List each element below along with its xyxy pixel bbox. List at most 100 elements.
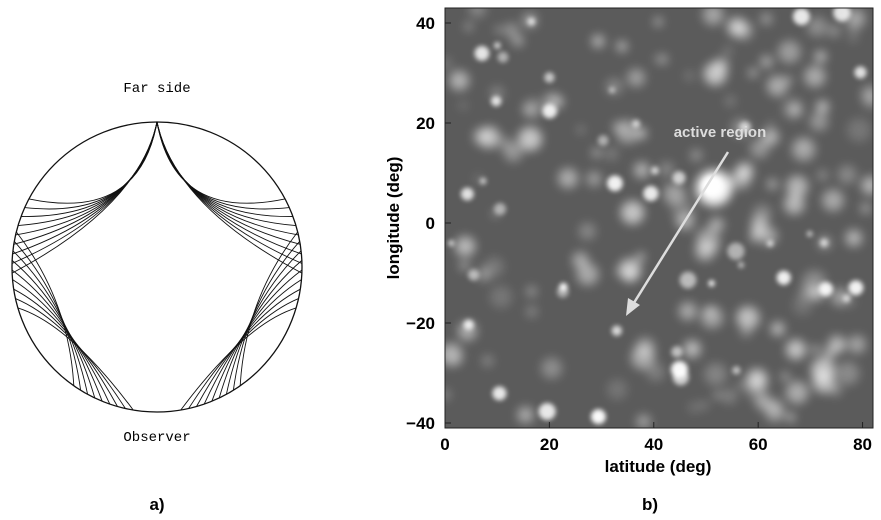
texture <box>827 24 841 38</box>
texture <box>804 65 826 88</box>
texture <box>445 56 453 70</box>
texture <box>761 128 780 146</box>
texture <box>605 147 619 161</box>
ray-diagram: Far side Observer a) <box>11 81 303 514</box>
texture <box>784 193 805 215</box>
texture <box>738 261 745 269</box>
texture <box>860 202 872 214</box>
texture <box>493 42 501 49</box>
texture <box>732 366 741 375</box>
ray <box>11 121 158 264</box>
texture <box>636 414 651 428</box>
texture <box>484 257 504 277</box>
texture <box>806 230 813 237</box>
texture <box>494 202 507 216</box>
caption-b: b) <box>642 495 658 514</box>
texture <box>849 28 858 36</box>
texture <box>748 68 758 78</box>
texture <box>578 222 596 240</box>
texture <box>760 55 773 68</box>
plot-frame <box>444 7 874 429</box>
texture <box>833 8 851 22</box>
texture <box>497 51 509 63</box>
texture <box>526 306 538 318</box>
texture <box>605 78 623 96</box>
ray <box>180 307 297 411</box>
texture <box>786 175 809 198</box>
texture <box>663 183 686 205</box>
ray <box>156 121 286 204</box>
texture <box>517 406 534 423</box>
texture <box>512 35 524 47</box>
texture <box>847 118 871 143</box>
ray <box>232 241 301 391</box>
texture <box>489 285 513 308</box>
texture <box>727 17 747 37</box>
arrow-head <box>626 298 640 316</box>
ray <box>21 121 158 217</box>
ray <box>11 121 158 274</box>
x-tick-label: 60 <box>749 435 768 454</box>
texture <box>778 40 801 64</box>
y-tick-label: 40 <box>416 14 435 33</box>
ray <box>239 231 299 386</box>
texture <box>823 347 836 360</box>
texture <box>767 178 778 190</box>
far-side-label: Far side <box>123 81 190 97</box>
texture <box>449 70 470 91</box>
texture <box>814 50 827 63</box>
texture <box>707 239 722 254</box>
ray <box>156 121 293 217</box>
texture <box>659 161 675 177</box>
texture <box>786 339 806 360</box>
texture <box>861 176 873 195</box>
texture <box>455 236 476 257</box>
texture <box>705 306 715 316</box>
caption-a: a) <box>149 495 164 514</box>
observer-label: Observer <box>123 430 190 446</box>
texture <box>767 120 774 127</box>
texture <box>463 319 474 330</box>
texture <box>614 268 622 276</box>
texture <box>708 280 715 287</box>
texture <box>591 147 602 158</box>
arrow <box>630 151 730 307</box>
texture <box>842 294 851 303</box>
texture <box>558 168 578 189</box>
texture <box>627 68 646 87</box>
ray <box>15 298 126 409</box>
texture <box>690 149 703 162</box>
texture <box>781 97 805 120</box>
texture <box>792 8 810 26</box>
texture <box>818 282 833 297</box>
texture <box>654 17 663 26</box>
texture <box>544 72 555 83</box>
sun-circle <box>11 121 303 413</box>
texture <box>750 215 769 233</box>
texture <box>721 388 738 404</box>
texture <box>636 128 647 139</box>
texture <box>820 238 829 247</box>
texture <box>786 412 796 422</box>
texture <box>708 217 725 233</box>
texture <box>785 381 809 404</box>
texture <box>672 171 686 185</box>
ray <box>11 260 96 399</box>
texture <box>770 321 785 336</box>
texture <box>526 286 537 297</box>
texture <box>541 357 562 379</box>
ray <box>12 279 111 405</box>
texture <box>522 102 537 117</box>
x-tick-label: 0 <box>440 435 449 454</box>
texture <box>527 17 536 26</box>
texture <box>492 386 507 401</box>
texture <box>817 170 828 181</box>
texture <box>577 126 585 134</box>
texture <box>837 165 857 184</box>
texture <box>791 137 816 162</box>
texture <box>472 128 490 146</box>
texture <box>848 280 864 296</box>
texture <box>809 112 829 131</box>
y-axis-label: longitude (deg) <box>384 157 403 280</box>
ray <box>196 288 301 407</box>
